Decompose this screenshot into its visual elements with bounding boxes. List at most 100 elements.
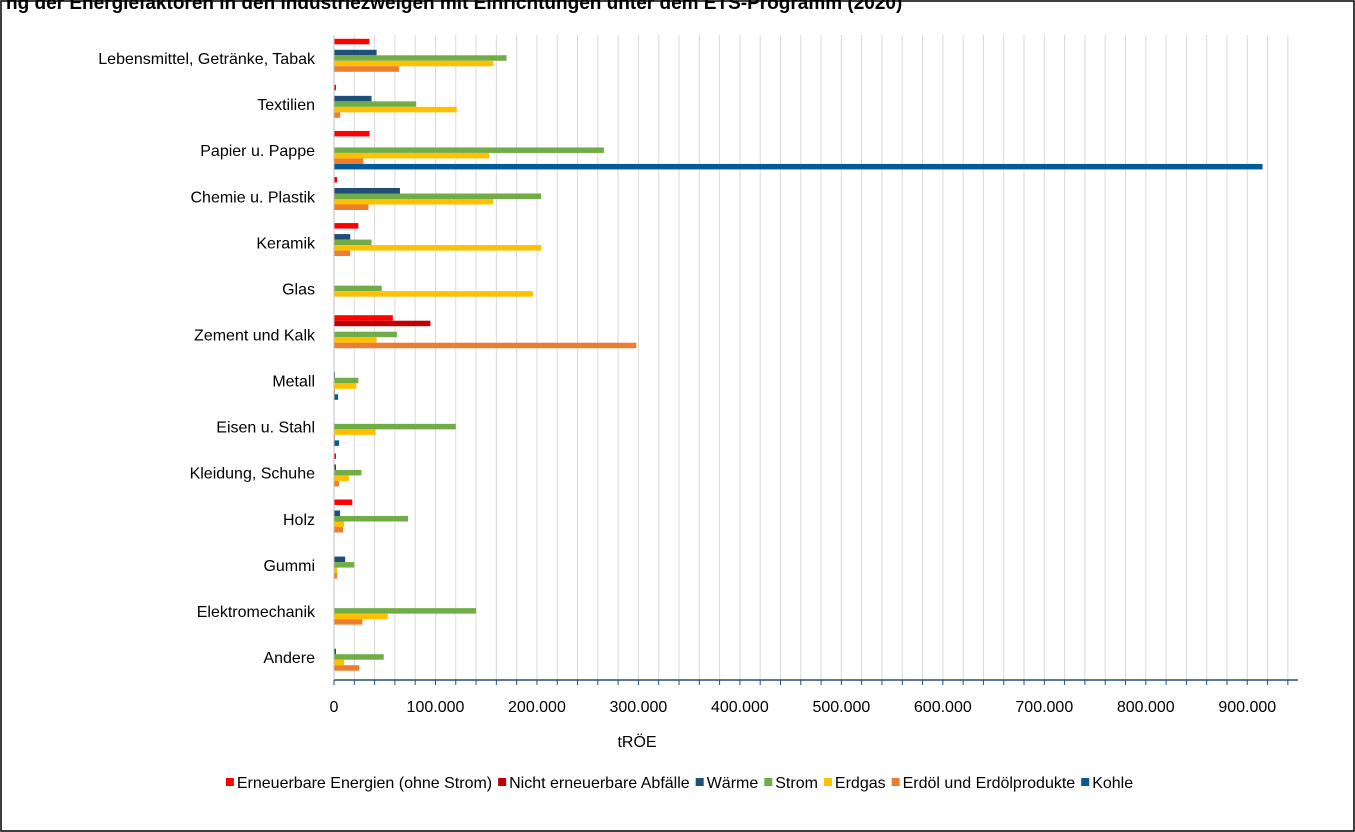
chart-title: ng der Energiefaktoren in den Industriez… [6, 0, 902, 14]
bar [334, 562, 355, 568]
bar [334, 147, 604, 153]
category-label: Metall [272, 374, 315, 391]
x-tick-label: 200.000 [508, 699, 566, 716]
x-tick-label: 500.000 [812, 699, 870, 716]
bar [334, 199, 494, 205]
category-label: Lebensmittel, Getränke, Tabak [98, 51, 316, 68]
bar [334, 556, 346, 563]
category-labels: Lebensmittel, Getränke, Tabak Textilien Pa… [98, 51, 316, 667]
legend-label: Erdgas [835, 775, 886, 792]
bar [334, 223, 359, 229]
bar [334, 567, 338, 574]
bar [334, 250, 351, 257]
bar [334, 475, 350, 481]
bar [334, 521, 345, 527]
bar [334, 331, 397, 338]
bar [334, 464, 337, 470]
category-label: Andere [263, 650, 315, 667]
bar [334, 423, 456, 430]
bar [334, 320, 431, 327]
bar [334, 654, 384, 660]
bar [334, 152, 490, 159]
bar [334, 469, 362, 476]
x-tick-label: 300.000 [609, 699, 667, 716]
bar [334, 163, 1263, 170]
bar [334, 516, 409, 522]
bar [334, 177, 338, 183]
bar [334, 291, 533, 297]
bar [334, 648, 337, 655]
category-label: Kleidung, Schuhe [190, 466, 316, 483]
bar [334, 619, 363, 625]
bar [334, 342, 637, 349]
bar [334, 193, 542, 199]
bar [334, 573, 338, 579]
x-tick-label: 800.000 [1117, 699, 1175, 716]
bar [334, 315, 393, 321]
bar [334, 372, 336, 378]
bar [334, 665, 360, 671]
category-label: Textilien [257, 97, 315, 114]
bar [334, 130, 370, 137]
legend-label: Kohle [1092, 775, 1133, 792]
bar [334, 245, 542, 251]
bar [334, 434, 336, 441]
category-label: Eisen u. Stahl [216, 420, 315, 437]
bar [334, 239, 372, 246]
bar [334, 66, 399, 72]
category-label: Glas [282, 281, 315, 298]
x-tick-label: 0 [330, 699, 339, 716]
bar [334, 60, 494, 67]
bar [334, 234, 351, 240]
legend-label: Erneuerbare Energien (ohne Strom) [237, 775, 492, 792]
bar [334, 499, 353, 505]
bar [334, 480, 340, 487]
x-axis: 0 100.000 200.000 300.000 400.000 500.000 600.… [330, 35, 1298, 716]
bar [334, 527, 344, 533]
category-label: Chemie u. Plastik [191, 189, 316, 206]
category-label: Elektromechanik [197, 604, 316, 621]
category-label: Gummi [263, 558, 315, 575]
bar [334, 158, 364, 164]
bar [334, 440, 340, 446]
bars-layer [334, 38, 1263, 671]
x-tick-label: 600.000 [914, 699, 972, 716]
legend-swatch [695, 778, 704, 786]
x-tick-label: 700.000 [1015, 699, 1073, 716]
legend-swatch [498, 778, 507, 786]
legend-swatch [891, 778, 900, 786]
x-axis-title: tRÖE [617, 733, 656, 751]
legend: Erneuerbare Energien (ohne Strom) Nicht e… [225, 775, 1133, 792]
bar [334, 95, 372, 102]
bar [334, 377, 359, 384]
bar [334, 188, 400, 194]
bar [334, 394, 339, 400]
bar [334, 659, 345, 666]
bar [334, 84, 337, 91]
bar [334, 101, 417, 107]
bar [334, 388, 336, 395]
legend-swatch [1081, 778, 1090, 786]
category-label: Zement und Kalk [194, 327, 316, 344]
category-label: Keramik [256, 235, 316, 252]
bar [334, 112, 341, 118]
bar [334, 429, 376, 435]
legend-label: Erdöl und Erdölprodukte [903, 775, 1076, 792]
bar [334, 106, 457, 113]
bar [334, 337, 377, 343]
bar [334, 453, 337, 459]
legend-label: Strom [775, 775, 818, 792]
bar [334, 38, 370, 45]
legend-label: Nicht erneuerbare Abfälle [509, 775, 690, 792]
bar [334, 383, 357, 389]
x-tick-label: 400.000 [711, 699, 769, 716]
bar [334, 55, 507, 61]
bar [334, 510, 341, 516]
legend-swatch [764, 778, 773, 786]
grid-layer [353, 35, 1289, 680]
bar [334, 285, 382, 292]
category-label: Holz [283, 512, 315, 529]
legend-label: Wärme [707, 775, 759, 792]
